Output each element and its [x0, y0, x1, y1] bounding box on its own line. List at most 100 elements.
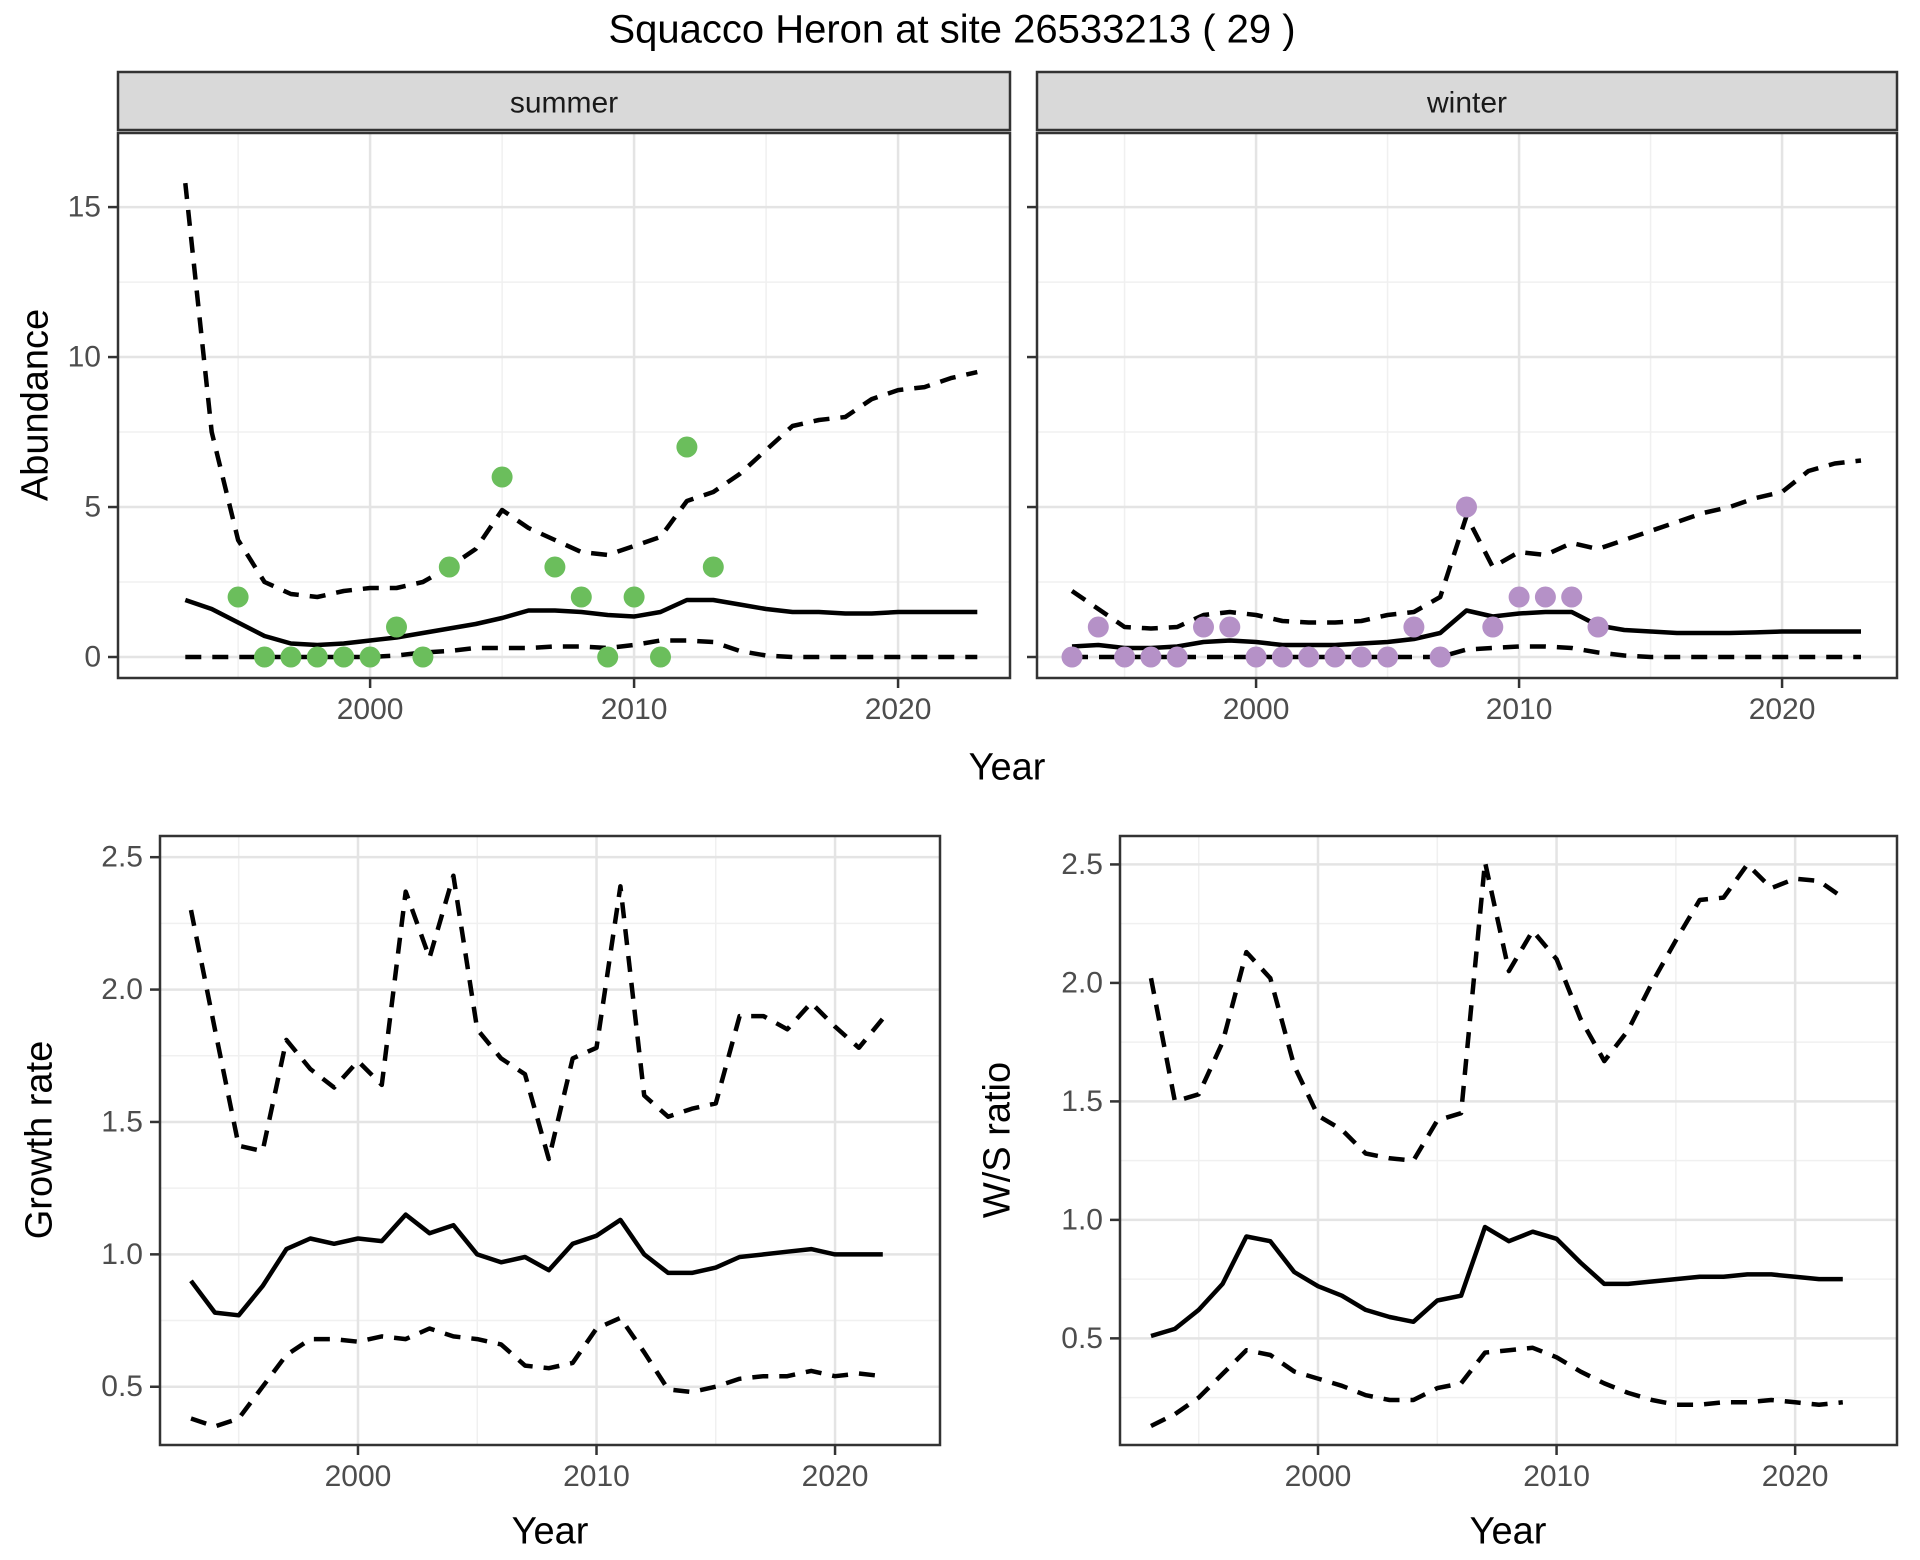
fit-line	[189, 1212, 883, 1318]
y-tick-label: 2.5	[1061, 848, 1103, 881]
observed-point	[254, 646, 275, 668]
panel-border	[116, 131, 1012, 680]
observed-point	[280, 646, 302, 668]
facet-strip	[116, 70, 1012, 132]
y-tick-label: 5	[84, 491, 101, 524]
x-tick-label: 2000	[337, 693, 404, 726]
observed-point	[1271, 646, 1293, 668]
observed-point	[1482, 616, 1504, 638]
observed-point	[412, 646, 434, 668]
observed-point	[1114, 646, 1136, 668]
observed-counts-summer	[227, 436, 724, 668]
x-tick-label: 2000	[1223, 693, 1290, 726]
lower-ci-line	[190, 1315, 884, 1429]
x-axis-title-year-top: Year	[968, 746, 1046, 789]
observed-point	[1403, 616, 1425, 638]
x-tick-label: 2020	[802, 1460, 869, 1493]
panel-border	[158, 834, 942, 1447]
observed-point	[1429, 646, 1451, 668]
panel-abundance-summer: summer 2000 2010 2020 0 5 10 15	[68, 70, 1012, 726]
observed-counts-winter	[1061, 496, 1609, 668]
y-tick-label: 1.0	[1061, 1203, 1103, 1236]
panel-border	[1118, 834, 1899, 1447]
lower-ci-line	[1150, 1345, 1844, 1429]
x-tick-label: 2010	[1523, 1460, 1590, 1493]
observed-point	[359, 646, 381, 668]
y-tick-label: 2.5	[101, 841, 143, 874]
observed-point	[1298, 646, 1320, 668]
facet-strip	[1035, 70, 1899, 132]
observed-point	[702, 556, 724, 578]
panel-growth-rate: 2000 2010 2020 0.5 1.0 1.5 2.0 2.5	[101, 834, 942, 1493]
gridlines	[1037, 133, 1897, 678]
y-tick-label: 2.0	[1061, 966, 1103, 999]
observed-point	[333, 646, 355, 668]
x-tick-label: 2020	[1762, 1460, 1829, 1493]
y-tick-label: 10	[68, 341, 101, 374]
observed-point	[386, 616, 407, 638]
facet-label: summer	[510, 87, 618, 120]
panel-background	[1120, 836, 1897, 1445]
observed-point	[650, 646, 671, 668]
x-tick-label: 2020	[865, 693, 932, 726]
x-tick-label: 2010	[1486, 693, 1553, 726]
x-tick-label: 2000	[1285, 1460, 1352, 1493]
observed-point	[1193, 616, 1214, 638]
panel-ws-ratio: 2000 2010 2020 0.5 1.0 1.5 2.0 2.5	[1061, 834, 1899, 1493]
y-tick-label: 0.5	[101, 1370, 143, 1403]
observed-point	[1561, 586, 1583, 608]
observed-point	[1350, 646, 1372, 668]
facet-label: winter	[1426, 87, 1507, 120]
y-tick-label: 1.5	[101, 1105, 143, 1138]
observed-point	[1140, 646, 1162, 668]
observed-point	[1587, 616, 1609, 638]
observed-point	[1166, 646, 1188, 668]
x-tick-label: 2010	[601, 693, 668, 726]
observed-point	[1456, 496, 1477, 518]
panel-background	[1037, 133, 1897, 678]
x-axis-title-year-bottom-left: Year	[511, 1510, 589, 1553]
gridlines	[1120, 836, 1897, 1445]
y-tick-label: 1.5	[1061, 1085, 1103, 1118]
observed-point	[623, 586, 645, 608]
panel-abundance-winter: winter 2000 2010 2020	[1027, 70, 1899, 726]
fit-line	[184, 597, 978, 648]
observed-point	[1219, 616, 1241, 638]
panel-background	[160, 836, 940, 1445]
observed-point	[1508, 586, 1530, 608]
upper-ci-line	[183, 182, 978, 600]
y-tick-label: 1.0	[101, 1238, 143, 1271]
x-tick-label: 2010	[563, 1460, 630, 1493]
y-tick-label: 2.0	[101, 973, 143, 1006]
y-axis-title-ws-ratio: W/S ratio	[976, 1061, 1019, 1219]
panel-border	[1035, 131, 1899, 680]
observed-point	[544, 556, 566, 578]
observed-point	[1534, 586, 1556, 608]
lower-ci-line	[1072, 644, 1861, 660]
y-tick-label: 0.5	[1061, 1322, 1103, 1355]
y-tick-label: 15	[68, 191, 101, 224]
x-tick-label: 2000	[325, 1460, 392, 1493]
fit-line	[1150, 1224, 1843, 1339]
y-axis-title-abundance: Abundance	[14, 308, 57, 502]
lower-ci-line	[185, 638, 978, 660]
chart-title: Squacco Heron at site 26533213 ( 29 )	[608, 7, 1296, 52]
observed-point	[491, 466, 513, 488]
fit-line	[1071, 608, 1861, 651]
observed-point	[1324, 646, 1346, 668]
observed-point	[570, 586, 592, 608]
gridlines	[160, 836, 940, 1445]
observed-point	[1087, 616, 1109, 638]
observed-point	[227, 586, 249, 608]
observed-point	[1061, 646, 1083, 668]
observed-point	[438, 556, 460, 578]
upper-ci-line	[1148, 859, 1845, 1163]
panel-background	[118, 133, 1010, 678]
y-axis-title-growth-rate: Growth rate	[18, 1040, 61, 1240]
observed-point	[306, 646, 328, 668]
observed-point	[1245, 646, 1267, 668]
upper-ci-line	[188, 873, 885, 1162]
x-axis-title-year-bottom-right: Year	[1469, 1510, 1547, 1553]
